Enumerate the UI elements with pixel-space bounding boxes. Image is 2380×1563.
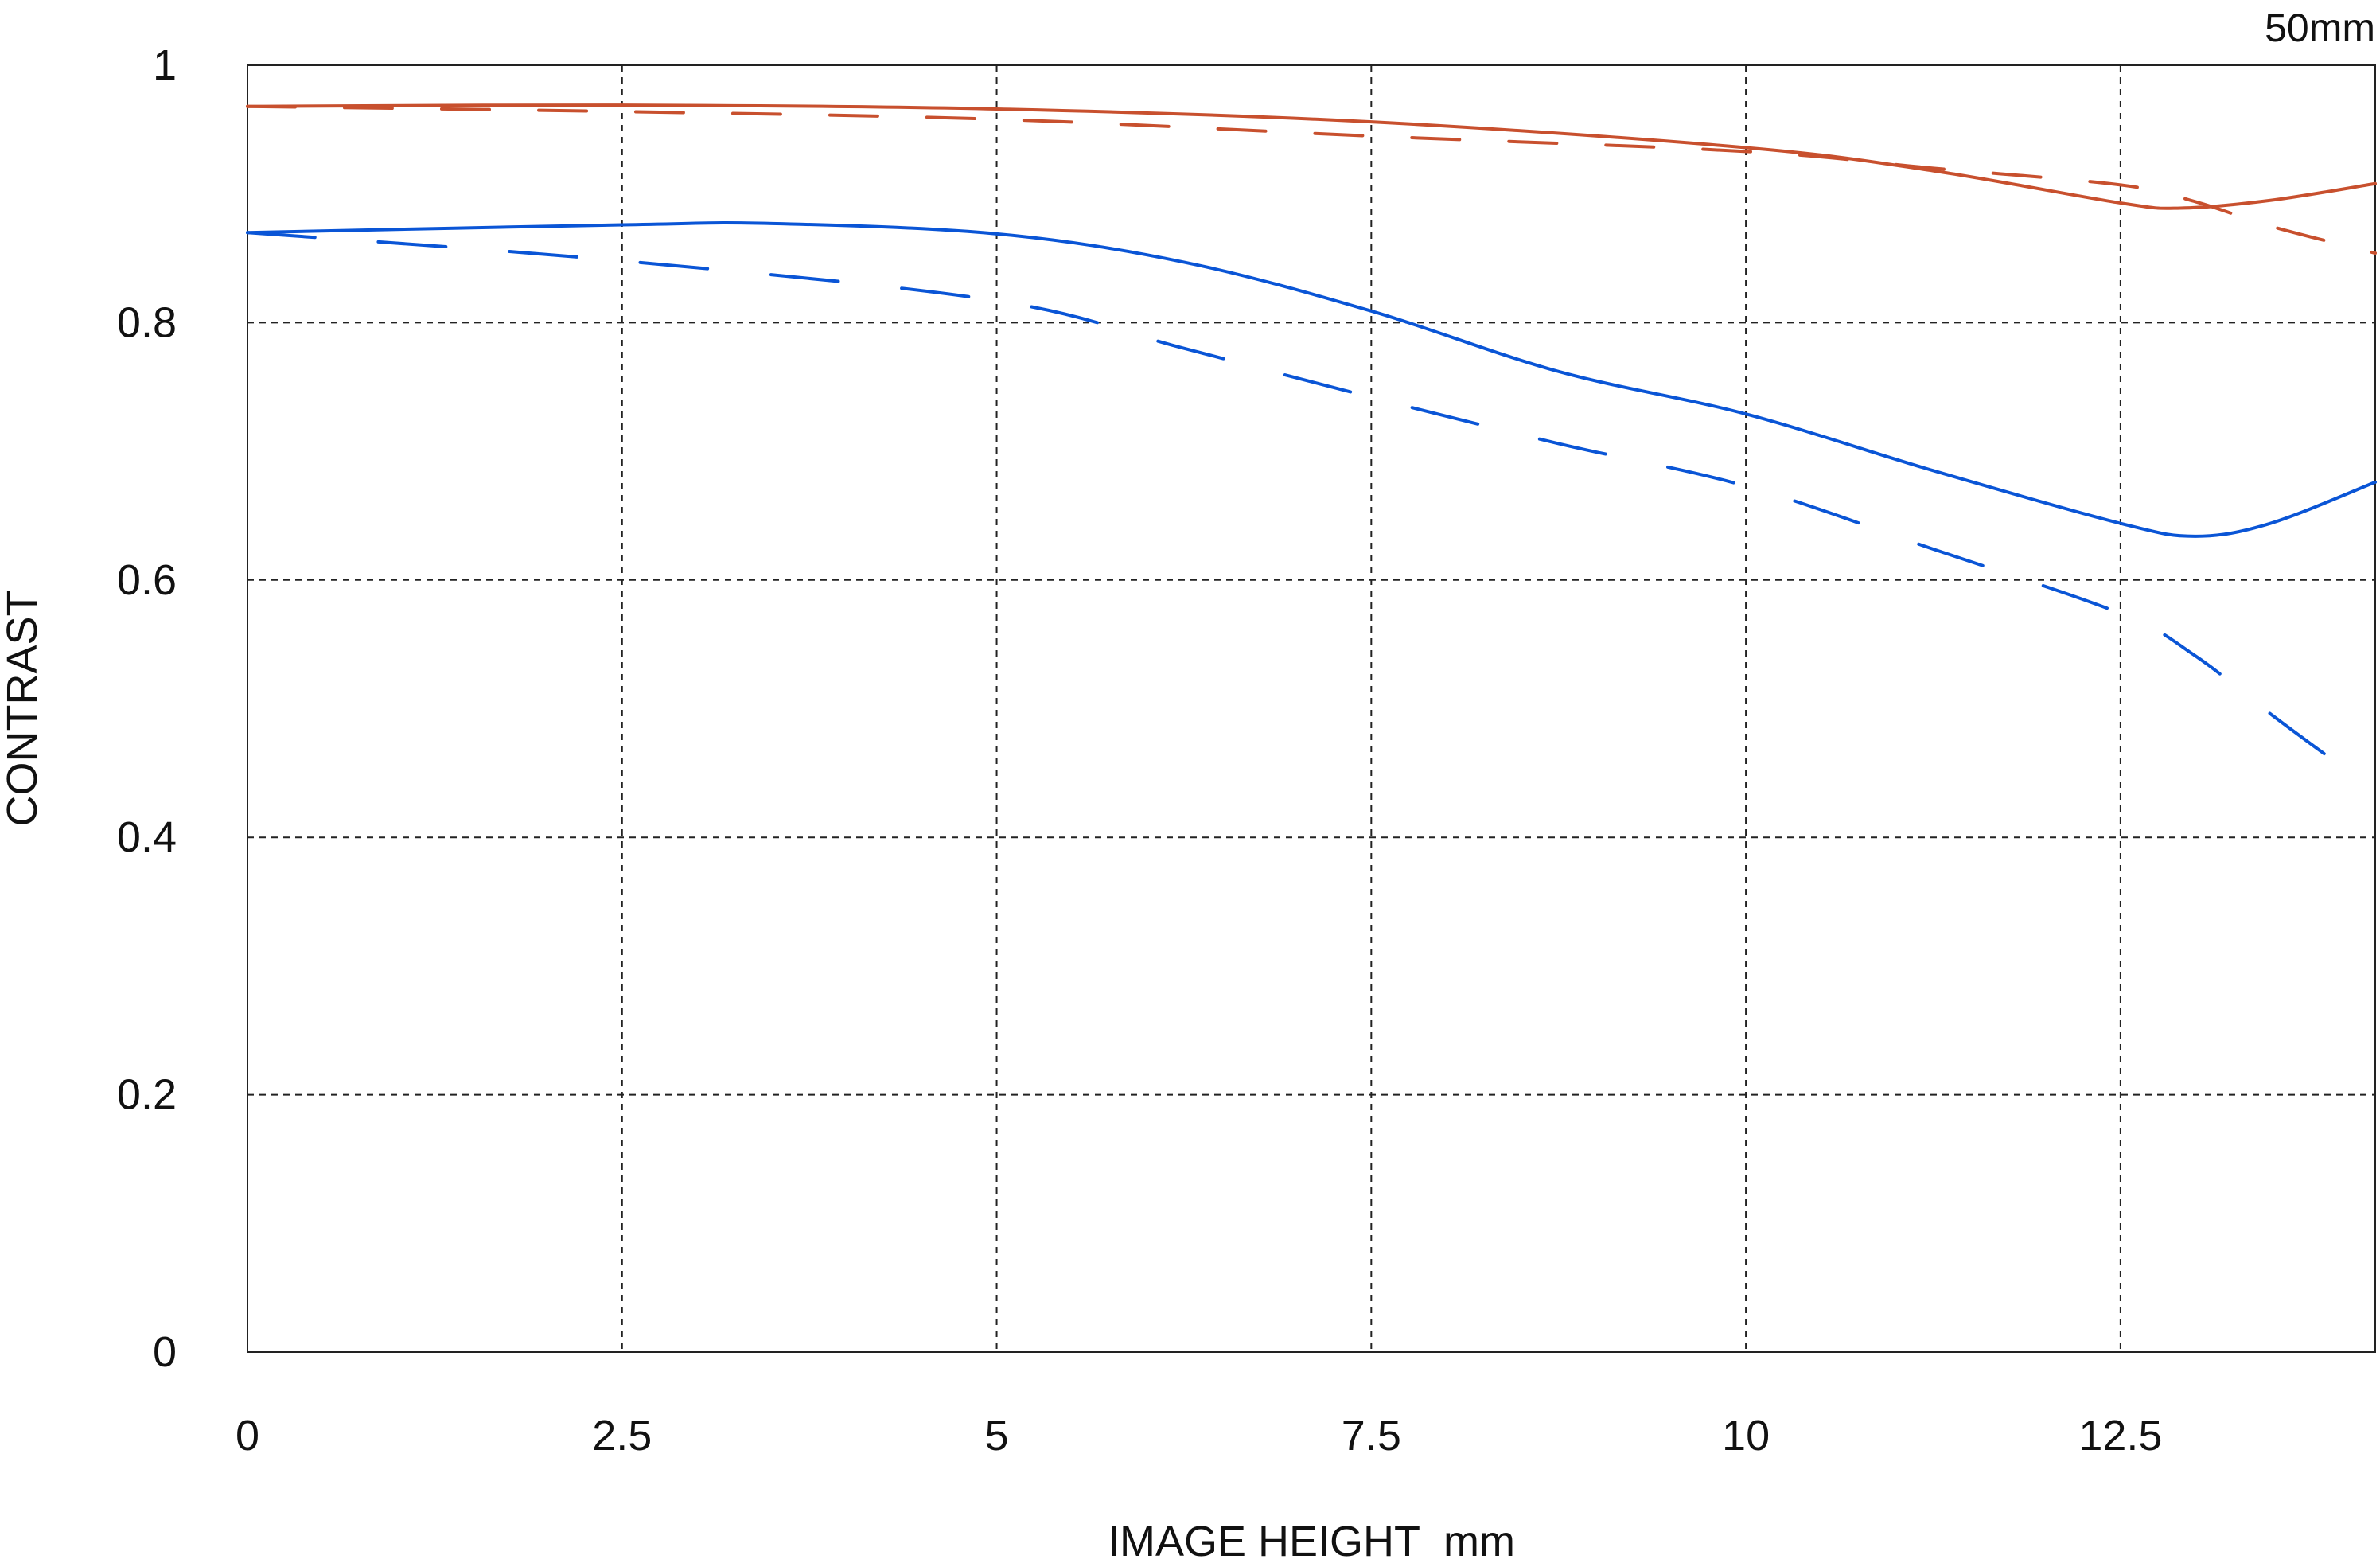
x-tick-label: 5 xyxy=(985,1412,1009,1460)
y-tick-label: 1 xyxy=(153,41,177,89)
chart-title: 50mm xyxy=(2265,6,2375,50)
y-tick-label: 0.6 xyxy=(117,556,177,604)
x-axis-label: IMAGE HEIGHT mm xyxy=(1108,1518,1515,1563)
series-line-red-solid xyxy=(246,103,2377,210)
plot-frame xyxy=(247,64,2376,1353)
x-tick-label: 10 xyxy=(1722,1412,1770,1460)
x-tick-labels: 0 2.5 5 7.5 10 12.5 xyxy=(236,1412,2162,1460)
grid xyxy=(247,65,2375,1352)
series-line-red-dashed xyxy=(246,104,2377,255)
y-tick-label: 0.4 xyxy=(117,813,177,861)
series-group xyxy=(246,103,2377,771)
x-tick-label: 12.5 xyxy=(2078,1412,2162,1460)
y-tick-label: 0.2 xyxy=(117,1071,177,1119)
y-tick-labels: 0 0.2 0.4 0.6 0.8 1 xyxy=(117,41,177,1376)
y-axis-label: CONTRAST xyxy=(0,591,46,827)
y-tick-label: 0.8 xyxy=(117,298,177,346)
x-tick-label: 0 xyxy=(236,1412,259,1460)
series-line-blue-solid xyxy=(246,221,2377,538)
y-tick-label: 0 xyxy=(153,1328,177,1376)
series-line-blue-dashed xyxy=(246,231,2347,771)
x-tick-label: 7.5 xyxy=(1342,1412,1401,1460)
x-tick-label: 2.5 xyxy=(592,1412,652,1460)
